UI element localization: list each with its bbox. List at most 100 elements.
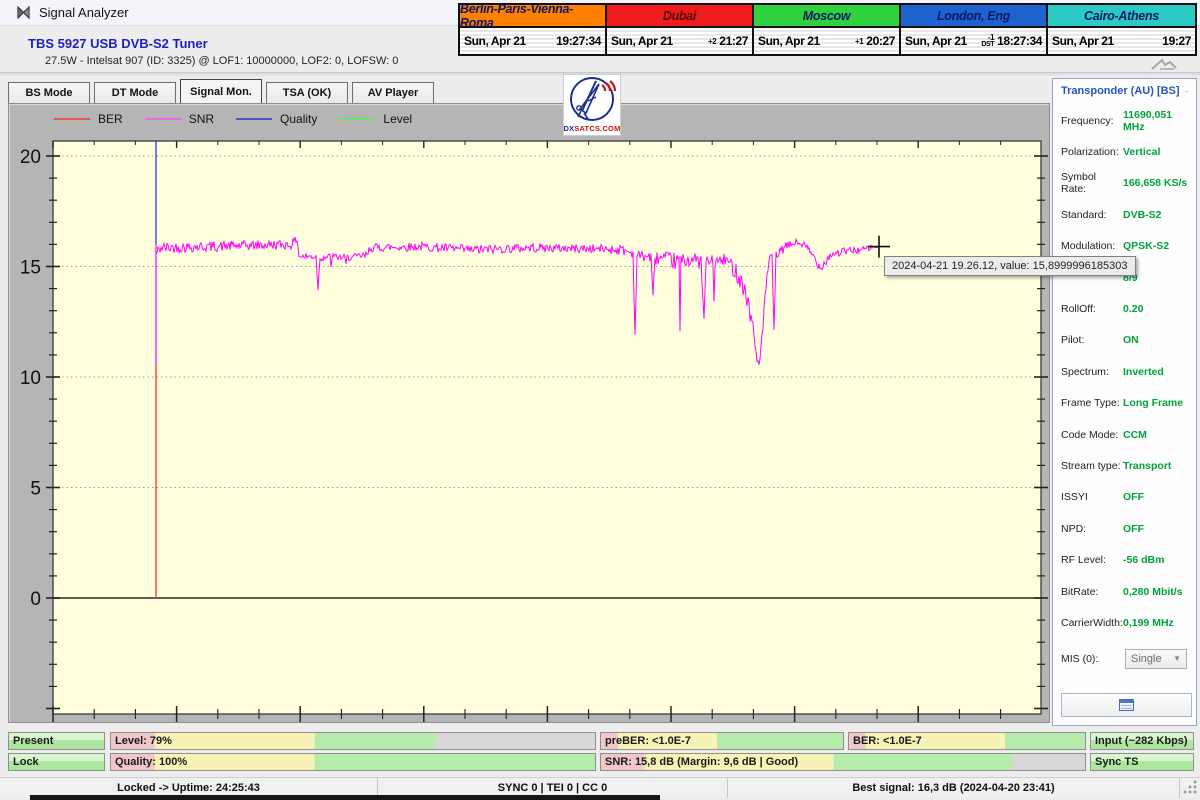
row-label: Pilot: bbox=[1061, 334, 1085, 347]
legend-item-quality: Quality bbox=[236, 112, 317, 126]
row-label: Frame Type: bbox=[1061, 397, 1120, 410]
tab-tsa-ok[interactable]: TSA (OK) bbox=[266, 82, 348, 104]
transponder-row-spectrum: Spectrum: Inverted bbox=[1061, 356, 1188, 387]
app-icon bbox=[17, 5, 30, 20]
transponder-row-rf-level: RF Level: -56 dBm bbox=[1061, 544, 1188, 575]
transponder-row-rolloff: RollOff: 0.20 bbox=[1061, 293, 1188, 324]
clock-date: Sun, Apr 21 bbox=[464, 34, 526, 48]
clock-cairo-athens: Cairo-Athens Sun, Apr 21 19:27 bbox=[1048, 5, 1195, 54]
svg-text:15: 15 bbox=[20, 258, 41, 279]
row-value: CCM bbox=[1123, 428, 1147, 441]
row-label: NPD: bbox=[1061, 522, 1087, 535]
legend-label: SNR bbox=[188, 112, 215, 126]
row-value: ON bbox=[1123, 334, 1139, 347]
statusbar-section-1: Locked -> Uptime: 24:25:43 bbox=[0, 778, 378, 798]
row-value: DVB-S2 bbox=[1123, 208, 1162, 221]
row-value: 11690,051 MHz bbox=[1123, 108, 1173, 133]
bar-quality: Quality: 100% bbox=[110, 753, 596, 771]
transponder-row-pilot: Pilot: ON bbox=[1061, 325, 1188, 356]
transponder-row-bitrate: BitRate: 0,280 Mbit/s bbox=[1061, 576, 1188, 607]
transponder-row-npd: NPD: OFF bbox=[1061, 513, 1188, 544]
legend-item-ber: BER bbox=[54, 112, 123, 126]
legend-swatch bbox=[236, 118, 273, 120]
legend-swatch bbox=[144, 118, 181, 120]
bar-preber: preBER: <1.0E-7 bbox=[600, 732, 844, 750]
window-title: Signal Analyzer bbox=[39, 5, 129, 20]
logo-text: DXSATCS.COM bbox=[563, 124, 621, 133]
clock-date: Sun, Apr 21 bbox=[905, 34, 967, 48]
legend-label: Quality bbox=[280, 112, 318, 126]
bar-sync-ts: Sync TS bbox=[1090, 753, 1194, 771]
row-value: Vertical bbox=[1123, 146, 1161, 159]
transponder-row-stream-type: Stream type: Transport bbox=[1061, 450, 1188, 481]
clock-offset: +2 bbox=[707, 36, 717, 46]
clock-london-eng: London, Eng Sun, Apr 21 -1 DST 18:27:34 bbox=[901, 5, 1048, 54]
statusbar-section-2: SYNC 0 | TEI 0 | CC 0 bbox=[378, 778, 728, 798]
row-value: -56 dBm bbox=[1123, 554, 1165, 567]
satellite-dish-icon bbox=[570, 77, 617, 121]
svg-text:10: 10 bbox=[20, 368, 41, 389]
bottom-edge bbox=[30, 795, 660, 800]
row-value: OFF bbox=[1123, 522, 1144, 535]
tab-av-player[interactable]: AV Player bbox=[352, 82, 434, 104]
table-icon bbox=[1119, 698, 1134, 711]
row-label: Symbol Rate: bbox=[1061, 171, 1097, 196]
clock-city-label: Cairo-Athens bbox=[1048, 5, 1195, 28]
clock-date: Sun, Apr 21 bbox=[1052, 34, 1114, 48]
transponder-row-frequency: Frequency: 11690,051 MHz bbox=[1061, 105, 1188, 136]
mis-label: MIS (0): bbox=[1061, 652, 1099, 665]
row-label: CarrierWidth: bbox=[1061, 616, 1123, 629]
row-value: 0,280 Mbit/s bbox=[1123, 585, 1183, 598]
row-label: Polarization: bbox=[1061, 146, 1119, 159]
watermark-icon bbox=[1151, 58, 1177, 70]
transponder-row-modulation: Modulation: QPSK-S2 bbox=[1061, 231, 1188, 262]
clock-offset: +1 bbox=[854, 36, 864, 46]
legend-item-level: Level bbox=[339, 112, 412, 126]
transponder-row-issyi: ISSYI OFF bbox=[1061, 482, 1188, 513]
row-label: ISSYI bbox=[1061, 491, 1088, 504]
mis-dropdown[interactable]: Single ▼ bbox=[1125, 648, 1187, 669]
clock-city-label: Moscow bbox=[754, 5, 899, 28]
row-label: Spectrum: bbox=[1061, 365, 1109, 378]
tab-signal-mon[interactable]: Signal Mon. bbox=[180, 79, 262, 104]
clock-city-label: Berlin-Paris-Vienna-Roma bbox=[460, 2, 605, 30]
table-view-button[interactable] bbox=[1061, 692, 1192, 717]
legend-item-snr: SNR bbox=[144, 112, 215, 126]
tab-bs-mode[interactable]: BS Mode bbox=[8, 82, 90, 104]
bar-input: Input (~282 Kbps) bbox=[1090, 732, 1194, 750]
signal-chart[interactable]: 0 5 10 15 20 bbox=[9, 104, 1049, 722]
resize-grip[interactable] bbox=[1183, 780, 1198, 795]
transponder-row-standard: Standard: DVB-S2 bbox=[1061, 199, 1188, 230]
row-value: QPSK-S2 bbox=[1123, 240, 1170, 253]
clock-moscow: Moscow Sun, Apr 21 +1 20:27 bbox=[754, 5, 901, 54]
row-value: 166,658 KS/s bbox=[1123, 177, 1188, 190]
clock-time-row: Sun, Apr 21 19:27 bbox=[1048, 28, 1195, 54]
signal-chart-panel[interactable]: BER SNR Quality Level 0 5 10 15 20 bbox=[8, 103, 1050, 723]
mis-row: MIS (0): Single ▼ bbox=[1061, 639, 1188, 679]
clock-city-label: London, Eng bbox=[901, 5, 1046, 28]
row-label: Frequency: bbox=[1061, 114, 1114, 127]
mis-selected-value: Single bbox=[1131, 652, 1162, 665]
row-label: Standard: bbox=[1061, 208, 1107, 221]
tab-dt-mode[interactable]: DT Mode bbox=[94, 82, 176, 104]
row-label: Modulation: bbox=[1061, 240, 1116, 253]
row-value: Transport bbox=[1123, 459, 1172, 472]
transponder-row-code-mode: Code Mode: CCM bbox=[1061, 419, 1188, 450]
chart-legend: BER SNR Quality Level bbox=[54, 112, 412, 126]
dxsatcs-logo: DXSATCS.COM bbox=[563, 74, 621, 136]
legend-swatch bbox=[54, 118, 90, 120]
row-label: BitRate: bbox=[1061, 585, 1099, 598]
clock-time: 18:27:34 bbox=[997, 34, 1042, 48]
tab-bar: BS Mode DT Mode Signal Mon. TSA (OK) AV Play… bbox=[8, 79, 438, 104]
transponder-panel: Transponder (AU) [BS] Frequency: 11690,05… bbox=[1052, 78, 1197, 726]
bar-level: Level: 79% bbox=[110, 732, 596, 750]
clock-city-label: Dubai bbox=[607, 5, 752, 28]
clock-time-row: Sun, Apr 21 19:27:34 bbox=[460, 28, 605, 54]
svg-text:20: 20 bbox=[20, 147, 41, 168]
row-label: Stream type: bbox=[1061, 459, 1121, 472]
clock-date: Sun, Apr 21 bbox=[611, 34, 673, 48]
clock-time-row: Sun, Apr 21 -1 DST 18:27:34 bbox=[901, 28, 1046, 54]
legend-label: Level bbox=[383, 112, 413, 126]
bar-snr: SNR: 15,8 dB (Margin: 9,6 dB | Good) bbox=[600, 753, 1086, 771]
transponder-panel-title: Transponder (AU) [BS] bbox=[1061, 85, 1188, 97]
